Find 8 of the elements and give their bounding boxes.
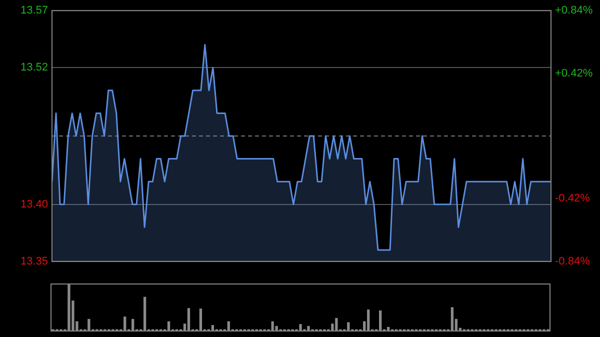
y-tick-label: 13.40 [20,198,48,210]
y-tick-label: 13.35 [20,255,48,268]
y2-tick-label: -0.42% [555,192,590,205]
y2-tick-label: +0.84% [555,4,593,17]
y2-tick-label: -0.84% [555,255,590,268]
y-tick-label: 13.57 [20,4,48,17]
y-tick-label: 13.52 [20,62,48,74]
y2-tick-label: +0.42% [555,67,593,80]
